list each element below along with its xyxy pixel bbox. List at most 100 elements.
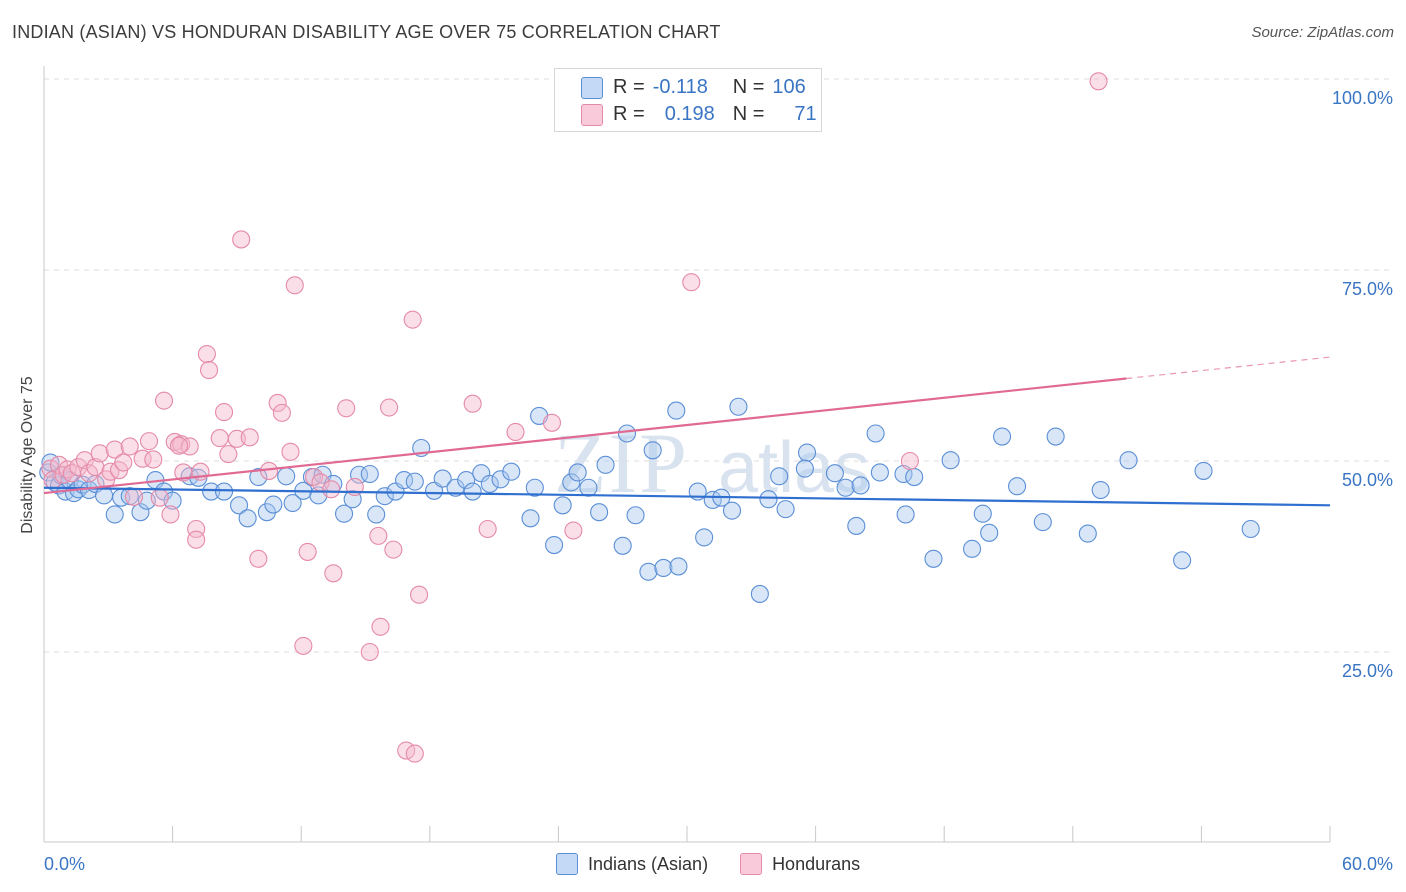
data-point-indians <box>825 464 844 483</box>
data-point-indians <box>590 503 609 522</box>
data-point-hondurans <box>268 393 287 412</box>
data-point-hondurans <box>298 542 317 561</box>
data-point-indians <box>924 549 943 568</box>
data-point-hondurans <box>682 273 701 292</box>
data-point-indians <box>525 478 544 497</box>
correlation-legend: R = -0.118 N = 106 R = 0.198 N = 71 <box>554 68 822 132</box>
data-point-indians <box>202 482 221 501</box>
data-point-hondurans <box>139 432 159 451</box>
data-point-indians <box>750 584 769 603</box>
data-point-indians <box>463 482 482 501</box>
data-point-hondurans <box>232 230 251 249</box>
data-point-indians <box>335 504 354 523</box>
legend-swatch-hondurans <box>581 104 603 126</box>
data-point-indians <box>851 476 870 495</box>
data-point-hondurans <box>900 451 919 471</box>
r-label: R = <box>613 102 645 125</box>
data-point-hondurans <box>114 453 133 472</box>
data-point-indians <box>521 509 540 528</box>
r-value: -0.118 <box>652 75 708 98</box>
legend-swatch-hondurans <box>740 853 763 875</box>
data-point-indians <box>257 503 276 522</box>
data-point-indians <box>367 505 386 524</box>
data-point-indians <box>238 509 257 528</box>
data-point-indians <box>1194 461 1213 480</box>
data-point-indians <box>639 562 658 581</box>
data-point-hondurans <box>90 444 109 463</box>
x-tick-label-max: 60.0% <box>1342 854 1393 874</box>
data-point-hondurans <box>405 744 424 763</box>
data-point-indians <box>264 495 283 514</box>
data-point-hondurans <box>542 413 562 432</box>
data-point-hondurans <box>199 361 219 380</box>
data-point-indians <box>562 473 581 492</box>
data-point-indians <box>905 467 924 487</box>
data-point-indians <box>896 505 915 524</box>
legend-item-indians[interactable]: Indians (Asian) <box>556 853 708 875</box>
data-point-indians <box>866 424 885 443</box>
legend-swatch-indians <box>581 77 603 99</box>
data-point-indians <box>433 469 452 488</box>
series-legend: Indians (Asian) Hondurans <box>556 852 892 876</box>
data-point-indians <box>980 523 999 542</box>
data-point-indians <box>131 503 150 522</box>
data-point-hondurans <box>219 445 238 464</box>
data-point-hondurans <box>403 310 422 329</box>
data-point-hondurans <box>371 617 390 636</box>
data-point-indians <box>776 500 795 519</box>
data-point-indians <box>579 478 598 497</box>
data-point-indians <box>836 478 855 497</box>
data-point-hondurans <box>294 636 313 655</box>
data-point-hondurans <box>285 276 304 295</box>
data-point-hondurans <box>150 488 169 507</box>
data-point-indians <box>1091 480 1110 500</box>
data-point-indians <box>847 516 866 535</box>
data-point-hondurans <box>506 422 525 442</box>
data-point-hondurans <box>187 530 206 549</box>
legend-label-indians: Indians (Asian) <box>588 853 709 874</box>
data-point-indians <box>722 501 742 520</box>
data-point-hondurans <box>281 442 300 461</box>
data-point-indians <box>249 467 268 487</box>
n-label: N = <box>732 102 765 125</box>
data-point-hondurans <box>154 391 174 410</box>
data-point-hondurans <box>478 519 497 539</box>
legend-label-hondurans: Hondurans <box>772 853 861 874</box>
data-point-hondurans <box>337 399 356 418</box>
data-point-indians <box>870 463 889 482</box>
data-point-indians <box>105 505 124 524</box>
data-point-indians <box>214 482 234 501</box>
data-point-hondurans <box>564 521 583 540</box>
data-point-indians <box>425 481 444 500</box>
data-point-indians <box>405 472 424 491</box>
data-point-indians <box>795 459 814 478</box>
data-point-hondurans <box>322 480 341 499</box>
data-point-hondurans <box>169 436 189 455</box>
data-point-indians <box>973 504 992 523</box>
legend-item-hondurans[interactable]: Hondurans <box>740 853 860 875</box>
n-value: 71 <box>794 102 817 125</box>
data-point-indians <box>993 427 1012 446</box>
r-value: 0.198 <box>664 102 715 125</box>
data-point-hondurans <box>49 455 69 474</box>
data-point-indians <box>626 506 645 525</box>
data-point-indians <box>229 496 249 515</box>
trendline-hondurans-extension <box>1126 356 1331 380</box>
source-credit: Source: ZipAtlas.com <box>1251 24 1394 41</box>
data-point-indians <box>545 535 564 555</box>
chart-title: INDIAN (ASIAN) VS HONDURAN DISABILITY AG… <box>12 22 721 42</box>
data-point-indians <box>360 464 379 484</box>
data-point-indians <box>568 463 587 482</box>
n-label: N = <box>732 75 765 98</box>
r-label: R = <box>613 75 645 98</box>
data-point-indians <box>695 528 714 547</box>
legend-row-hondurans: R = 0.198 N = 71 <box>613 103 817 125</box>
data-point-indians <box>759 490 778 509</box>
data-point-indians <box>963 539 982 558</box>
data-point-hondurans <box>120 437 139 456</box>
data-point-indians <box>941 451 960 470</box>
x-tick-label-min: 0.0% <box>44 854 85 874</box>
data-point-indians <box>617 424 637 443</box>
data-point-indians <box>669 557 688 576</box>
